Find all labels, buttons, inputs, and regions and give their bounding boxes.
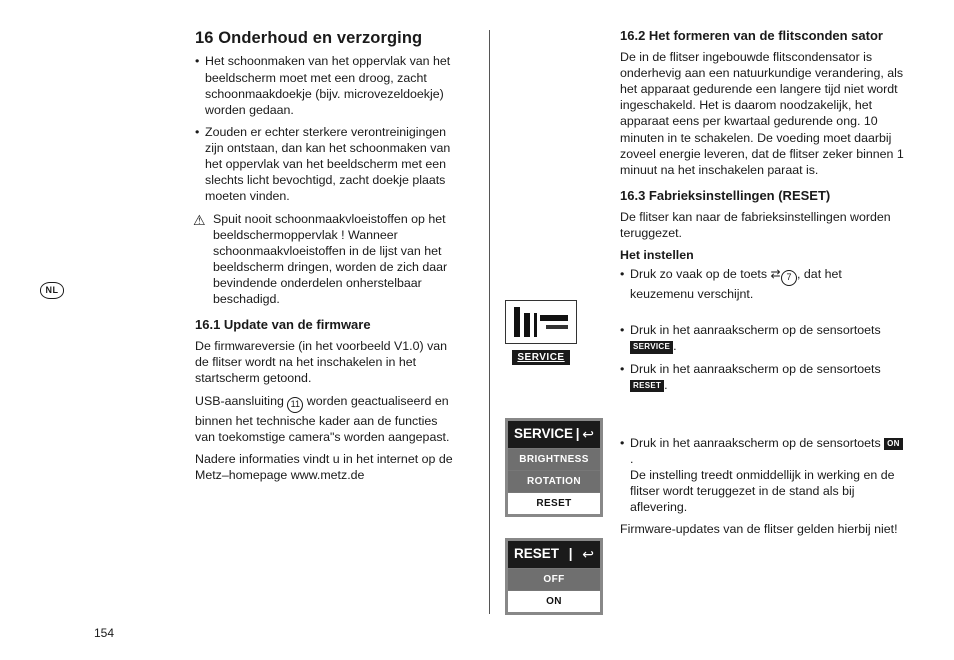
language-badge: NL [40,282,64,299]
return-icon: ↩ [582,425,594,443]
menu-item-reset[interactable]: RESET [508,492,600,514]
page-number: 154 [94,626,114,642]
service-menu: SERVICE | ↩ BRIGHTNESS ROTATION RESET [505,406,603,517]
step-item: Druk in het aanraakscherm op de sensor­t… [620,435,905,516]
divider-icon: | [569,545,573,563]
mini-screen [505,300,577,344]
section-title-16: 16 Onderhoud en verzorging [195,28,455,49]
menu-title: SERVICE [514,425,573,443]
reset-menu: RESET | ↩ OFF ON [505,526,603,615]
warning-note: Spuit nooit schoonmaakvloeistoffen op he… [195,211,455,308]
language-code: NL [46,285,59,297]
reference-number-7: 7 [781,270,797,286]
heading-16-3: 16.3 Fabrieksinstellingen (RESET) [620,188,905,205]
menu-title-row: SERVICE | ↩ [508,421,600,448]
menu-item-rotation[interactable]: ROTATION [508,470,600,492]
paragraph: De firmwareversie (in het voorbeeld V1.0… [195,338,455,386]
heading-16-2: 16.2 Het formeren van de flitsconden sat… [620,28,905,45]
manual-page: NL 16 Onderhoud en verzorging Het schoon… [0,0,954,660]
return-icon: ↩ [582,545,594,563]
paragraph: De in de flitser ingebouwde flitscondens… [620,49,905,178]
step-item: Druk in het aanraakscherm op de sensor­t… [620,322,905,354]
column-divider [489,30,490,614]
menu-title-row: RESET | ↩ [508,541,600,568]
step-item: Druk zo vaak op de toets ⇄ 7, dat het ke… [620,266,905,302]
divider-icon: | [576,425,580,443]
paragraph: De flitser kan naar de fabrieksinstellin… [620,209,905,241]
menu-item-on[interactable]: ON [508,590,600,612]
menu-item-off[interactable]: OFF [508,568,600,590]
swap-arrows-icon: ⇄ [771,267,778,283]
menu-title: RESET [514,545,559,563]
maintenance-bullets: Het schoonmaken van het oppervlak van he… [195,53,455,204]
paragraph: Firmware-updates van de flitser gelden h… [620,521,905,537]
subheading-het-instellen: Het instellen [620,247,905,263]
reset-chip: RESET [630,380,664,392]
paragraph: Nadere informaties vindt u in het intern… [195,451,455,483]
heading-16-1: 16.1 Update van de firmware [195,317,455,334]
step-item: Druk in het aanraakscherm op de sensor­t… [620,361,905,393]
reference-number-11: 11 [287,397,303,413]
service-chip: SERVICE [630,341,673,353]
left-column: 16 Onderhoud en verzorging Het schoonmak… [195,28,455,489]
bullet-item: Het schoonmaken van het oppervlak van he… [195,53,455,118]
start-screen-illustration: SERVICE [505,300,577,365]
setup-steps: Druk zo vaak op de toets ⇄ 7, dat het ke… [620,266,905,515]
on-chip: ON [884,438,903,450]
service-label: SERVICE [512,350,570,365]
menu-item-brightness[interactable]: BRIGHTNESS [508,448,600,470]
right-column: 16.2 Het formeren van de flitsconden sat… [620,28,905,544]
bullet-item: Zouden er echter sterkere verontreinigin… [195,124,455,205]
paragraph: USB-aansluiting 11 worden geactualiseerd… [195,393,455,445]
